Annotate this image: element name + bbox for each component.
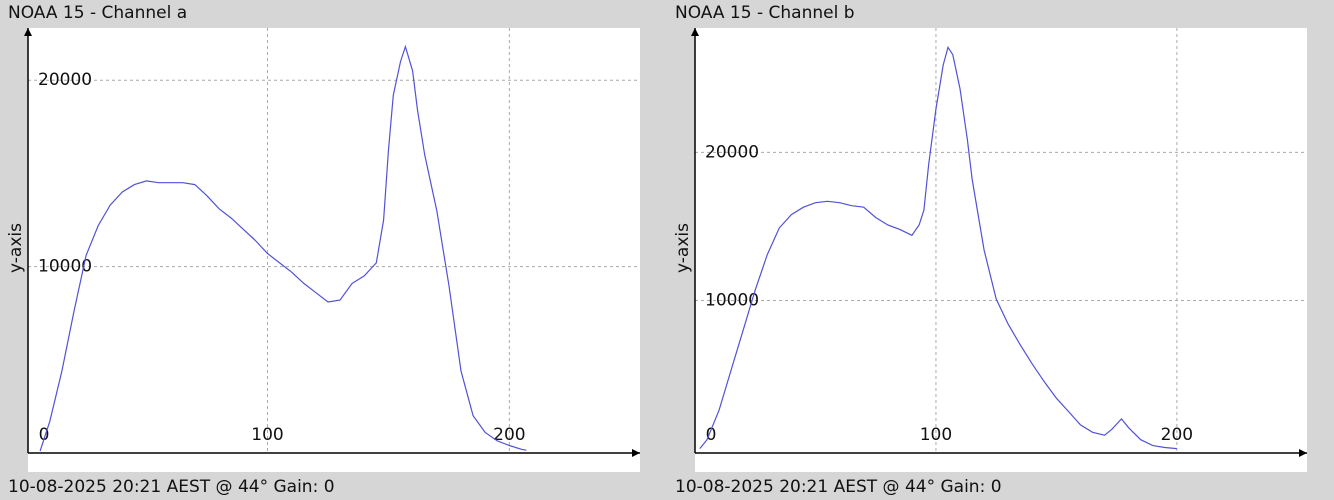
y-tick-label: 20000 (38, 70, 92, 90)
chart-title: NOAA 15 - Channel b (675, 3, 855, 23)
y-axis-label: y-axis (673, 223, 693, 273)
caption: 10-08-2025 20:21 AEST @ 44° Gain: 0 (8, 477, 335, 497)
y-axis-arrow (691, 28, 699, 36)
x-tick-label: 0 (39, 425, 50, 445)
caption: 10-08-2025 20:21 AEST @ 44° Gain: 0 (675, 477, 1002, 497)
y-tick-label: 20000 (705, 142, 759, 162)
chart-panel: NOAA 15 - Channel a 10-08-2025 20:21 AEST… (6, 3, 640, 497)
x-axis-arrow (1299, 449, 1307, 457)
x-tick-label: 100 (251, 425, 283, 445)
x-axis-arrow (632, 449, 640, 457)
y-axis-label: y-axis (6, 223, 26, 273)
x-tick-label: 200 (1161, 425, 1193, 445)
x-tick-label: 100 (920, 425, 952, 445)
chart-title: NOAA 15 - Channel a (8, 3, 187, 23)
x-tick-label: 200 (493, 425, 525, 445)
plot-background (695, 28, 1307, 472)
chart-panel: NOAA 15 - Channel b 10-08-2025 20:21 AEST… (673, 3, 1307, 497)
data-line (699, 45, 1177, 450)
y-tick-label: 10000 (38, 257, 92, 277)
plot-background (28, 28, 640, 472)
y-tick-label: 10000 (705, 290, 759, 310)
y-axis-arrow (24, 28, 32, 36)
x-tick-label: 0 (706, 425, 717, 445)
data-line (39, 44, 527, 452)
